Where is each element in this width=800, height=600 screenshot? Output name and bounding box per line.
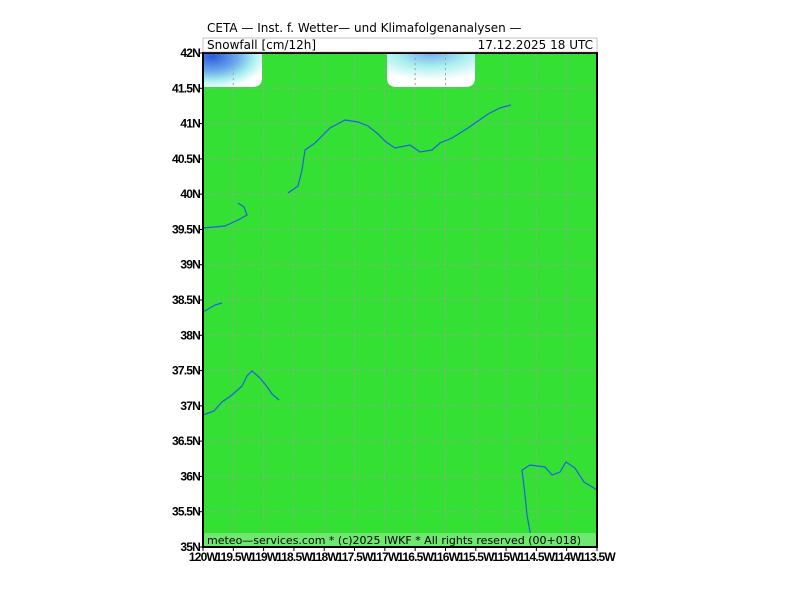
lon-label: 114.5W: [518, 550, 555, 564]
coastline: [202, 202, 248, 229]
lat-label: 38.5N: [172, 293, 200, 307]
lat-label: 37N: [180, 399, 200, 413]
lat-label: 36.5N: [172, 434, 200, 448]
lon-label: 115W: [492, 550, 521, 564]
lon-label: 117W: [371, 550, 400, 564]
lon-label: 118.5W: [276, 550, 313, 564]
lon-label: 119W: [250, 550, 279, 564]
lat-label: 35.5N: [172, 505, 200, 519]
credit: meteo—services.com * (c)2025 IWKF * All …: [207, 534, 581, 547]
title: CETA — Inst. f. Wetter— und Klimafolgena…: [207, 21, 522, 35]
header-bar: [202, 37, 598, 53]
grid: [203, 53, 597, 547]
snowfall-area: [203, 53, 262, 87]
lat-label: 40.5N: [172, 152, 200, 166]
lon-label: 120W: [189, 550, 219, 564]
lat-label: 42N: [180, 46, 200, 60]
lat-label: 35N: [180, 540, 200, 554]
lat-label: 36N: [180, 469, 200, 483]
footer-band: [203, 533, 597, 547]
lat-label: 37.5N: [172, 364, 200, 378]
lon-label: 115.5W: [458, 550, 495, 564]
lat-label: 38N: [180, 328, 200, 342]
lat-label: 39.5N: [172, 222, 200, 236]
lat-label: 40N: [180, 187, 200, 201]
coastline: [202, 370, 280, 416]
lon-label: 118W: [310, 550, 339, 564]
coastline: [521, 461, 598, 538]
coastline: [287, 104, 512, 194]
lon-label: 113.5W: [579, 550, 616, 564]
lon-label: 114W: [553, 550, 582, 564]
valid-time: 17.12.2025 18 UTC: [478, 38, 593, 52]
lat-label: 41.5N: [172, 81, 200, 95]
coastline: [202, 302, 223, 313]
lon-label: 117.5W: [337, 550, 374, 564]
product: Snowfall [cm/12h]: [207, 38, 316, 52]
lon-label: 119.5W: [215, 550, 252, 564]
lat-label: 39N: [180, 258, 200, 272]
lon-label: 116.5W: [397, 550, 434, 564]
snowfall-area: [387, 53, 475, 87]
lat-label: 41N: [180, 117, 200, 131]
lon-label: 116W: [432, 550, 461, 564]
